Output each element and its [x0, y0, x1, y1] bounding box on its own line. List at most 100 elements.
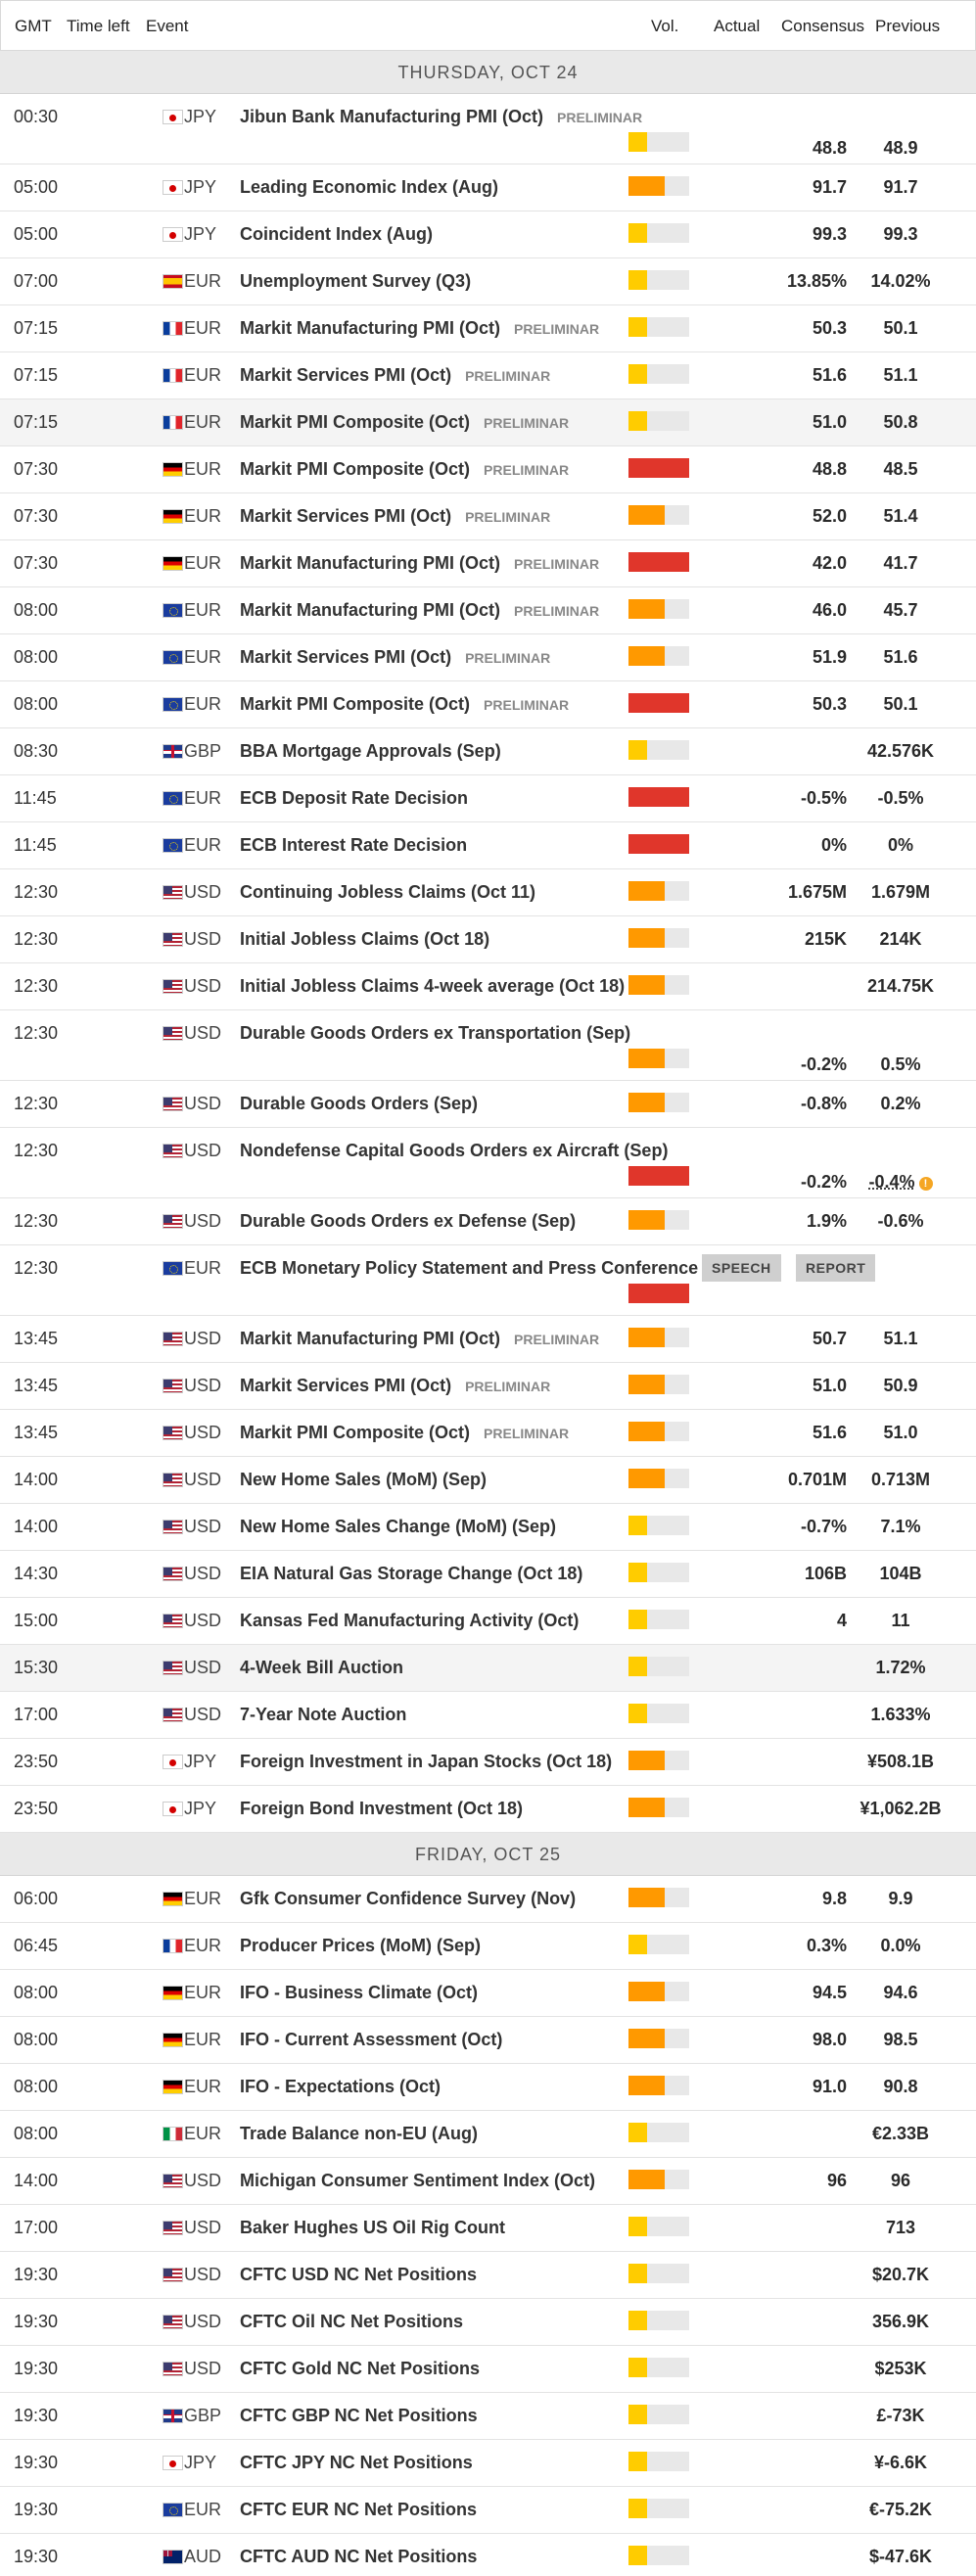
event-name[interactable]: CFTC GBP NC Net Positions — [240, 2406, 478, 2426]
table-row[interactable]: 23:50 JPY Foreign Investment in Japan Stoc… — [0, 1739, 976, 1786]
table-row[interactable]: 12:30 USD Durable Goods Orders ex Transpor… — [0, 1010, 976, 1081]
table-row[interactable]: 15:00 USD Kansas Fed Manufacturing Activit… — [0, 1598, 976, 1645]
table-row[interactable]: 12:30 USD Continuing Jobless Claims (Oct 1… — [0, 869, 976, 916]
event-name[interactable]: CFTC Gold NC Net Positions — [240, 2359, 480, 2379]
table-row[interactable]: 19:30 EUR CFTC EUR NC Net Positions €-75.2K — [0, 2487, 976, 2534]
event-name[interactable]: Durable Goods Orders ex Transportation (… — [240, 1023, 630, 1044]
event-name[interactable]: Markit Services PMI (Oct) PRELIMINAR — [240, 1376, 550, 1396]
table-row[interactable]: 14:00 USD Michigan Consumer Sentiment Inde… — [0, 2158, 976, 2205]
table-row[interactable]: 07:00 EUR Unemployment Survey (Q3) 13.85% 14… — [0, 258, 976, 305]
event-name[interactable]: Initial Jobless Claims 4-week average (O… — [240, 976, 625, 997]
event-name[interactable]: Michigan Consumer Sentiment Index (Oct) — [240, 2171, 595, 2191]
event-name[interactable]: Baker Hughes US Oil Rig Count — [240, 2218, 505, 2238]
header-previous[interactable]: Previous — [875, 17, 940, 36]
event-name[interactable]: Trade Balance non-EU (Aug) — [240, 2124, 478, 2144]
table-row[interactable]: 19:30 USD CFTC USD NC Net Positions $20.7K — [0, 2252, 976, 2299]
table-row[interactable]: 12:30 USD Nondefense Capital Goods Orders … — [0, 1128, 976, 1198]
table-row[interactable]: 17:00 USD 7-Year Note Auction 1.633% — [0, 1692, 976, 1739]
event-name[interactable]: Markit PMI Composite (Oct) PRELIMINAR — [240, 412, 569, 433]
event-name[interactable]: Markit Services PMI (Oct) PRELIMINAR — [240, 647, 550, 668]
event-name[interactable]: New Home Sales Change (MoM) (Sep) — [240, 1517, 556, 1537]
event-name[interactable]: Foreign Investment in Japan Stocks (Oct … — [240, 1752, 612, 1772]
event-name[interactable]: ECB Interest Rate Decision — [240, 835, 467, 856]
table-row[interactable]: 08:30 GBP BBA Mortgage Approvals (Sep) 42.5… — [0, 728, 976, 775]
header-event[interactable]: Event — [146, 17, 188, 36]
table-row[interactable]: 07:30 EUR Markit Manufacturing PMI (Oct) PR… — [0, 540, 976, 587]
table-row[interactable]: 08:00 EUR IFO - Expectations (Oct) 91.0 90.8 — [0, 2064, 976, 2111]
event-name[interactable]: Foreign Bond Investment (Oct 18) — [240, 1799, 523, 1819]
event-name[interactable]: Markit Manufacturing PMI (Oct) PRELIMINAR — [240, 318, 599, 339]
table-row[interactable]: 06:00 EUR Gfk Consumer Confidence Survey (… — [0, 1876, 976, 1923]
table-row[interactable]: 08:00 EUR Markit Manufacturing PMI (Oct) PR… — [0, 587, 976, 634]
event-name[interactable]: Gfk Consumer Confidence Survey (Nov) — [240, 1889, 576, 1909]
event-name[interactable]: ECB Monetary Policy Statement and Press … — [240, 1258, 698, 1279]
table-row[interactable]: 08:00 EUR IFO - Current Assessment (Oct) 98… — [0, 2017, 976, 2064]
table-row[interactable]: 00:30 JPY Jibun Bank Manufacturing PMI (Oc… — [0, 94, 976, 164]
table-row[interactable]: 05:00 JPY Coincident Index (Aug) 99.3 99.3 — [0, 211, 976, 258]
table-row[interactable]: 07:15 EUR Markit Services PMI (Oct) PRELIMI… — [0, 352, 976, 399]
table-row[interactable]: 12:30 EUR ECB Monetary Policy Statement an… — [0, 1245, 976, 1316]
event-name[interactable]: CFTC Oil NC Net Positions — [240, 2312, 463, 2332]
table-row[interactable]: 05:00 JPY Leading Economic Index (Aug) 91.7… — [0, 164, 976, 211]
table-row[interactable]: 08:00 EUR Trade Balance non-EU (Aug) €2.33B — [0, 2111, 976, 2158]
table-row[interactable]: 17:00 USD Baker Hughes US Oil Rig Count 713 — [0, 2205, 976, 2252]
table-row[interactable]: 11:45 EUR ECB Deposit Rate Decision -0.5% -0… — [0, 775, 976, 822]
table-row[interactable]: 12:30 USD Durable Goods Orders ex Defense … — [0, 1198, 976, 1245]
event-name[interactable]: Unemployment Survey (Q3) — [240, 271, 471, 292]
table-row[interactable]: 07:30 EUR Markit PMI Composite (Oct) PRELIM… — [0, 446, 976, 493]
table-row[interactable]: 07:30 EUR Markit Services PMI (Oct) PRELIMI… — [0, 493, 976, 540]
event-name[interactable]: Markit Services PMI (Oct) PRELIMINAR — [240, 506, 550, 527]
event-name[interactable]: Nondefense Capital Goods Orders ex Aircr… — [240, 1141, 668, 1161]
event-name[interactable]: Markit PMI Composite (Oct) PRELIMINAR — [240, 694, 569, 715]
table-row[interactable]: 13:45 USD Markit PMI Composite (Oct) PRELIM… — [0, 1410, 976, 1457]
event-name[interactable]: Markit Manufacturing PMI (Oct) PRELIMINAR — [240, 1329, 599, 1349]
table-row[interactable]: 07:15 EUR Markit PMI Composite (Oct) PRELIM… — [0, 399, 976, 446]
event-name[interactable]: Leading Economic Index (Aug) — [240, 177, 498, 198]
event-name[interactable]: Markit Services PMI (Oct) PRELIMINAR — [240, 365, 550, 386]
header-volatility[interactable]: Vol. — [651, 17, 678, 36]
event-name[interactable]: Continuing Jobless Claims (Oct 11) — [240, 882, 535, 903]
table-row[interactable]: 12:30 USD Initial Jobless Claims 4-week av… — [0, 963, 976, 1010]
event-name[interactable]: Durable Goods Orders (Sep) — [240, 1094, 478, 1114]
header-gmt[interactable]: GMT — [15, 17, 52, 36]
table-row[interactable]: 12:30 USD Initial Jobless Claims (Oct 18) 2… — [0, 916, 976, 963]
event-name[interactable]: Markit PMI Composite (Oct) PRELIMINAR — [240, 1423, 569, 1443]
event-name[interactable]: Jibun Bank Manufacturing PMI (Oct) PRELIM… — [240, 107, 642, 127]
event-name[interactable]: IFO - Expectations (Oct) — [240, 2077, 441, 2097]
info-icon[interactable]: ! — [919, 1177, 933, 1191]
header-consensus[interactable]: Consensus — [781, 17, 864, 36]
event-name[interactable]: Markit PMI Composite (Oct) PRELIMINAR — [240, 459, 569, 480]
event-name[interactable]: Initial Jobless Claims (Oct 18) — [240, 929, 489, 950]
table-row[interactable]: 08:00 EUR IFO - Business Climate (Oct) 94.5… — [0, 1970, 976, 2017]
event-name[interactable]: New Home Sales (MoM) (Sep) — [240, 1470, 487, 1490]
table-row[interactable]: 14:00 USD New Home Sales Change (MoM) (Sep… — [0, 1504, 976, 1551]
table-row[interactable]: 19:30 GBP CFTC GBP NC Net Positions £-73K — [0, 2393, 976, 2440]
event-name[interactable]: Producer Prices (MoM) (Sep) — [240, 1936, 481, 1956]
table-row[interactable]: 19:30 AUD CFTC AUD NC Net Positions $-47.6K — [0, 2534, 976, 2576]
event-name[interactable]: Coincident Index (Aug) — [240, 224, 433, 245]
header-time-left[interactable]: Time left — [67, 17, 130, 36]
table-row[interactable]: 08:00 EUR Markit Services PMI (Oct) PRELIMI… — [0, 634, 976, 681]
table-row[interactable]: 19:30 USD CFTC Gold NC Net Positions $253K — [0, 2346, 976, 2393]
table-row[interactable]: 11:45 EUR ECB Interest Rate Decision 0% 0% — [0, 822, 976, 869]
table-row[interactable]: 13:45 USD Markit Manufacturing PMI (Oct) PR… — [0, 1316, 976, 1363]
event-name[interactable]: Markit Manufacturing PMI (Oct) PRELIMINAR — [240, 600, 599, 621]
event-name[interactable]: Markit Manufacturing PMI (Oct) PRELIMINAR — [240, 553, 599, 574]
table-row[interactable]: 23:50 JPY Foreign Bond Investment (Oct 18)… — [0, 1786, 976, 1833]
table-row[interactable]: 06:45 EUR Producer Prices (MoM) (Sep) 0.3% 0… — [0, 1923, 976, 1970]
table-row[interactable]: 14:30 USD EIA Natural Gas Storage Change (… — [0, 1551, 976, 1598]
event-name[interactable]: Durable Goods Orders ex Defense (Sep) — [240, 1211, 576, 1232]
event-name[interactable]: Kansas Fed Manufacturing Activity (Oct) — [240, 1611, 579, 1631]
event-name[interactable]: CFTC USD NC Net Positions — [240, 2265, 477, 2285]
report-button[interactable]: REPORT — [796, 1254, 875, 1282]
event-name[interactable]: 4-Week Bill Auction — [240, 1658, 403, 1678]
table-row[interactable]: 07:15 EUR Markit Manufacturing PMI (Oct) PR… — [0, 305, 976, 352]
event-name[interactable]: CFTC AUD NC Net Positions — [240, 2547, 477, 2567]
event-name[interactable]: CFTC JPY NC Net Positions — [240, 2453, 473, 2473]
speech-button[interactable]: SPEECH — [702, 1254, 781, 1282]
event-name[interactable]: EIA Natural Gas Storage Change (Oct 18) — [240, 1564, 582, 1584]
header-actual[interactable]: Actual — [714, 17, 760, 36]
table-row[interactable]: 13:45 USD Markit Services PMI (Oct) PRELIMI… — [0, 1363, 976, 1410]
event-name[interactable]: IFO - Current Assessment (Oct) — [240, 2030, 502, 2050]
event-name[interactable]: ECB Deposit Rate Decision — [240, 788, 468, 809]
